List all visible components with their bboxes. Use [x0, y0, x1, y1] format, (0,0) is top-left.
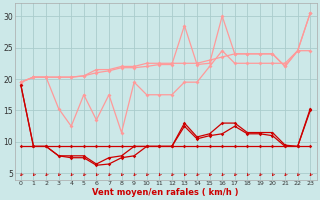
X-axis label: Vent moyen/en rafales ( km/h ): Vent moyen/en rafales ( km/h )	[92, 188, 239, 197]
